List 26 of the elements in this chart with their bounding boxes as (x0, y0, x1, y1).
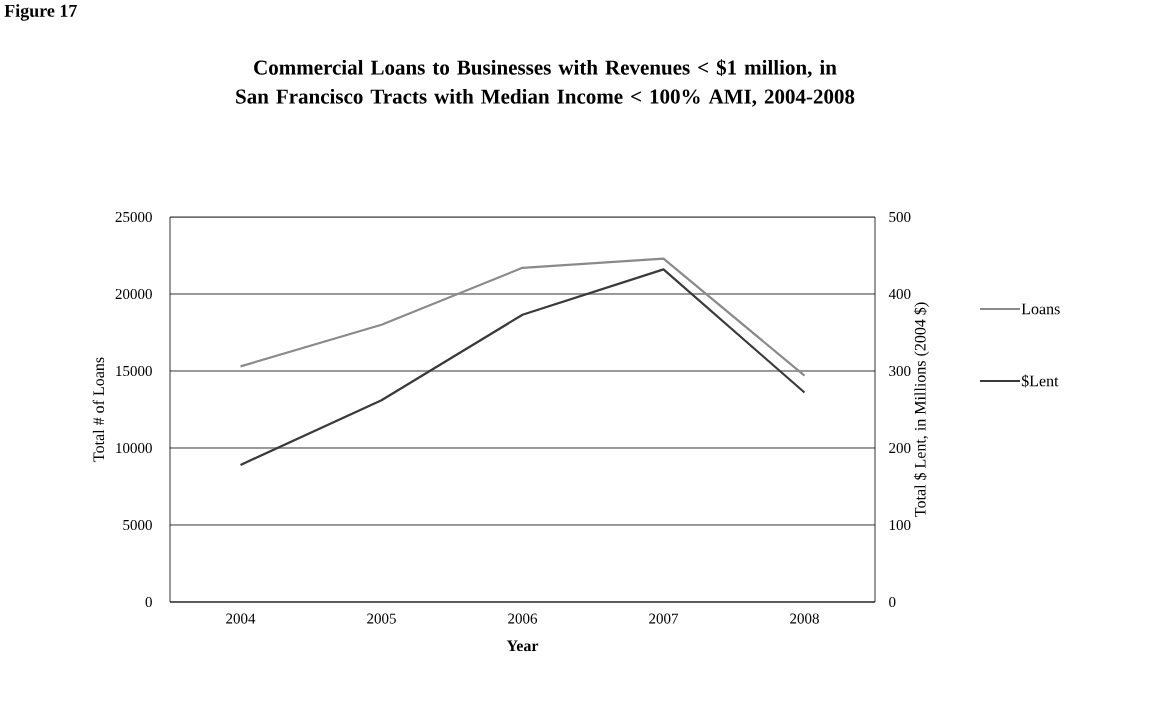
y-tick-label: 15000 (116, 365, 152, 377)
y-axis-title: Total # of Loans (92, 357, 105, 462)
y2-axis-title: Total $ Lent, in Millions (2004 $) (913, 302, 929, 517)
line-series (239, 257, 806, 377)
y2-tick-label: 0 (889, 596, 896, 608)
legend-label: Loans (1021, 303, 1060, 315)
x-tick-label: 2004 (226, 613, 256, 624)
y2-tick-label: 400 (888, 288, 911, 300)
x-tick-label: 2006 (508, 613, 538, 624)
legend-label: $Lent (1021, 374, 1059, 388)
y-tick-label: 20000 (115, 288, 152, 300)
y2-tick-label: 100 (889, 519, 911, 531)
x-tick-label: 2007 (649, 613, 679, 624)
x-axis-title: Year (506, 640, 539, 652)
x-tick-label: 2008 (790, 613, 819, 624)
chart-title: Commercial Loans to Businesses with Revenues < $1 million, in San Francisco Tracts with Median Income < 100% AMI, 2004-2008 (236, 59, 855, 107)
y-tick-label: 0 (145, 596, 152, 608)
caption: Figure 17 (4, 4, 77, 21)
y2-tick-label: 200 (889, 442, 911, 454)
line-series (239, 268, 806, 467)
y-tick-label: 10000 (116, 442, 152, 454)
y-tick-label: 25000 (115, 211, 152, 223)
y2-tick-label: 500 (889, 211, 911, 223)
y2-tick-label: 300 (889, 365, 911, 377)
x-tick-label: 2005 (367, 613, 396, 624)
y-tick-label: 5000 (123, 519, 152, 531)
